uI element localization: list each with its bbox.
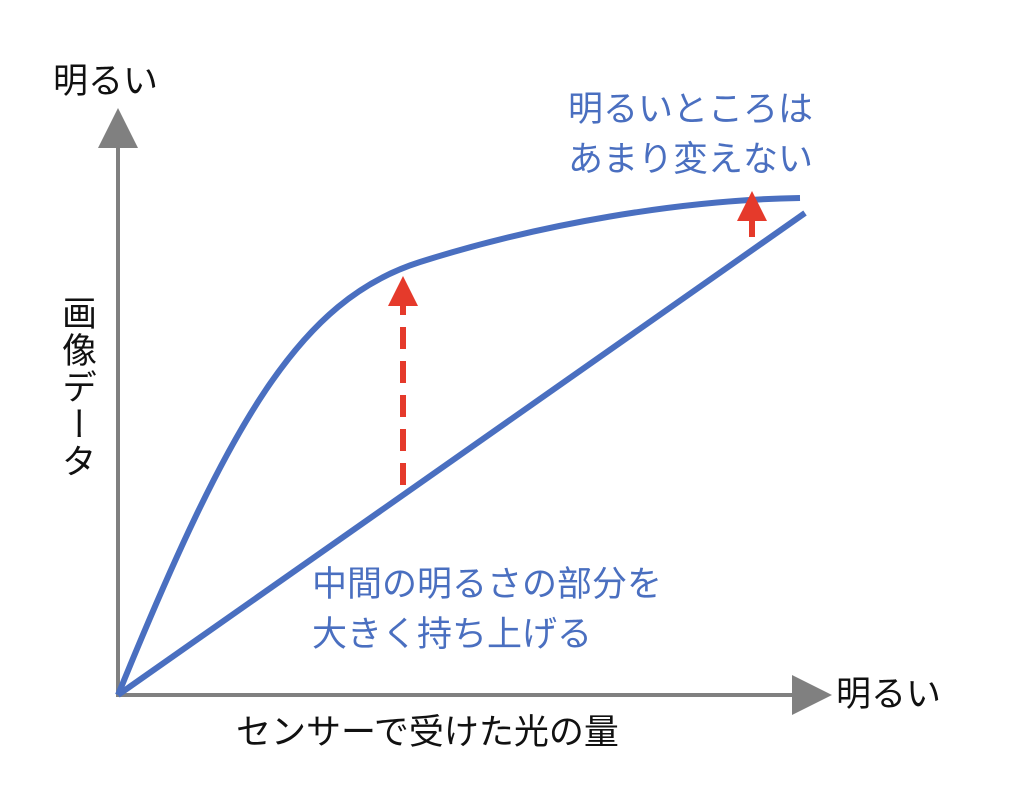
x-axis-right-label: 明るい — [836, 675, 942, 715]
annotation: 大きく持ち上げる — [312, 615, 593, 655]
x-axis-label: センサーで受けた光の量 — [236, 713, 619, 753]
gamma-curve — [115, 195, 801, 697]
annotation: 中間の明るさの部分を — [312, 565, 663, 605]
y-axis-label: 画像データ — [56, 295, 96, 480]
annotation: あまり変えない — [568, 140, 814, 180]
linear-line — [116, 210, 807, 698]
y-axis-top-label: 明るい — [53, 62, 159, 102]
annotation: 明るいところは — [568, 90, 814, 130]
